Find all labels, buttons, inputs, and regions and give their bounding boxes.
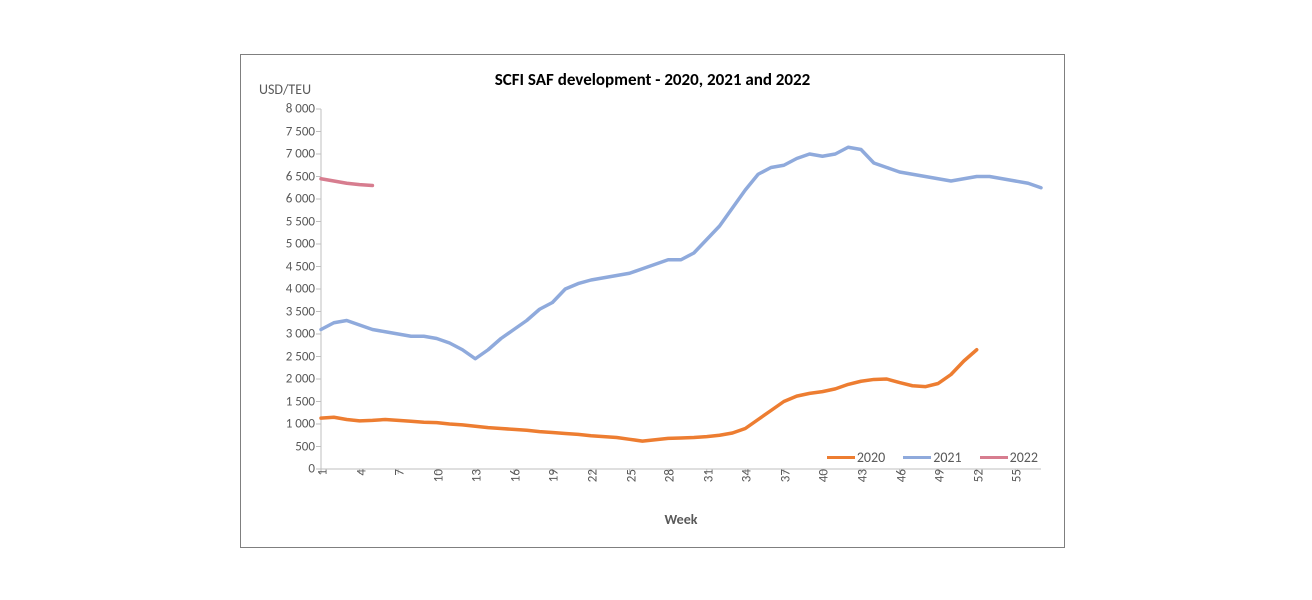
x-tick-label: 31 [697, 469, 716, 482]
x-tick-label: 13 [466, 469, 485, 482]
plot-svg [321, 109, 1041, 469]
x-tick-label: 4 [350, 469, 369, 476]
x-tick-label: 1 [312, 469, 331, 476]
y-tick-label: 2 500 [286, 349, 321, 364]
legend-item-2020: 2020 [827, 449, 885, 466]
series-line-2020 [321, 350, 977, 441]
x-tick-label: 55 [1006, 469, 1025, 482]
y-tick-label: 4 500 [286, 259, 321, 274]
x-tick-label: 19 [543, 469, 562, 482]
y-tick-label: 2 000 [286, 372, 321, 387]
legend: 2020 2021 2022 [827, 449, 1038, 466]
y-tick-label: 7 500 [286, 124, 321, 139]
x-tick-label: 28 [659, 469, 678, 482]
y-tick-label: 3 500 [286, 304, 321, 319]
x-tick-label: 16 [504, 469, 523, 482]
x-tick-label: 34 [736, 469, 755, 482]
x-tick-label: 52 [967, 469, 986, 482]
y-tick-label: 1 000 [286, 417, 321, 432]
x-tick-label: 40 [813, 469, 832, 482]
chart-title: SCFI SAF development - 2020, 2021 and 20… [241, 69, 1064, 90]
legend-swatch [980, 456, 1008, 459]
x-tick-label: 22 [582, 469, 601, 482]
series-line-2021 [321, 147, 1041, 359]
plot-area: 05001 0001 5002 0002 5003 0003 5004 0004… [321, 109, 1041, 469]
legend-swatch [827, 456, 855, 459]
x-tick-label: 7 [389, 469, 408, 476]
x-tick-label: 25 [620, 469, 639, 482]
y-tick-label: 8 000 [286, 102, 321, 117]
x-tick-label: 46 [890, 469, 909, 482]
y-tick-label: 5 000 [286, 237, 321, 252]
legend-label: 2022 [1010, 449, 1038, 466]
y-tick-label: 3 000 [286, 327, 321, 342]
legend-label: 2021 [933, 449, 961, 466]
chart-frame: SCFI SAF development - 2020, 2021 and 20… [240, 54, 1065, 548]
y-tick-label: 500 [295, 439, 321, 454]
x-tick-label: 43 [852, 469, 871, 482]
y-axis-title: USD/TEU [259, 81, 311, 98]
legend-swatch [903, 456, 931, 459]
y-tick-label: 5 500 [286, 214, 321, 229]
legend-label: 2020 [857, 449, 885, 466]
x-axis-title: Week [321, 511, 1041, 528]
legend-item-2022: 2022 [980, 449, 1038, 466]
legend-item-2021: 2021 [903, 449, 961, 466]
y-tick-label: 7 000 [286, 147, 321, 162]
x-tick-label: 10 [427, 469, 446, 482]
series-line-2022 [321, 179, 372, 186]
x-tick-label: 37 [774, 469, 793, 482]
y-tick-label: 4 000 [286, 282, 321, 297]
x-tick-label: 49 [929, 469, 948, 482]
y-tick-label: 6 500 [286, 169, 321, 184]
y-tick-label: 6 000 [286, 192, 321, 207]
y-tick-label: 1 500 [286, 394, 321, 409]
